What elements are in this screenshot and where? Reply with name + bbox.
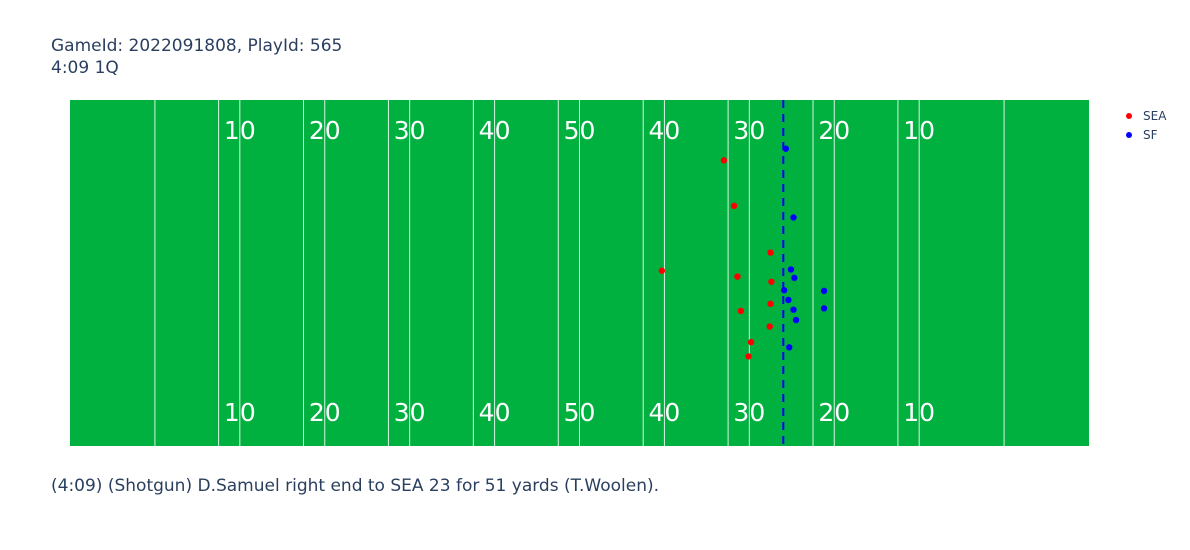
player-point-sf[interactable] — [787, 266, 795, 273]
legend-label: SF — [1143, 127, 1158, 142]
player-point-sea[interactable] — [745, 353, 752, 360]
legend-marker-icon — [1126, 131, 1132, 138]
yard-number-top: 20 — [818, 116, 850, 145]
legend-marker-icon — [1126, 112, 1132, 119]
yard-number-bottom: 10 — [224, 398, 256, 427]
yard-number-bottom: 10 — [903, 398, 935, 427]
legend[interactable]: SEA SF — [1120, 106, 1166, 144]
yard-number-top: 40 — [479, 116, 511, 145]
yard-number-bottom: 30 — [733, 398, 765, 427]
chart-title: GameId: 2022091808, PlayId: 565 4:09 1Q — [51, 35, 342, 79]
legend-item-sf[interactable]: SF — [1120, 125, 1166, 144]
yard-lines — [154, 100, 1005, 446]
player-point-sea[interactable] — [737, 307, 745, 315]
yard-number-top: 30 — [394, 116, 426, 145]
yard-number-top: 30 — [733, 116, 765, 145]
player-point-sf[interactable] — [792, 316, 800, 324]
player-point-sea[interactable] — [768, 278, 775, 285]
player-point-sf[interactable] — [785, 296, 792, 304]
player-point-sf[interactable] — [820, 287, 828, 295]
yard-number-bottom: 20 — [309, 398, 341, 427]
player-point-sea[interactable] — [730, 202, 738, 210]
yard-number-top: 40 — [649, 116, 681, 145]
player-points — [658, 145, 828, 360]
yard-number-bottom: 40 — [649, 398, 681, 427]
player-point-sea[interactable] — [766, 323, 773, 330]
player-point-sf[interactable] — [790, 214, 797, 221]
legend-label: SEA — [1143, 108, 1167, 123]
player-point-sea[interactable] — [658, 267, 666, 274]
legend-item-sea[interactable]: SEA — [1120, 106, 1166, 125]
player-point-sf[interactable] — [820, 305, 828, 312]
player-point-sea[interactable] — [767, 249, 774, 256]
player-point-sea[interactable] — [747, 338, 755, 346]
yard-number-bottom: 20 — [818, 398, 850, 427]
player-point-sea[interactable] — [720, 157, 728, 164]
title-game-play: GameId: 2022091808, PlayId: 565 — [51, 36, 343, 56]
play-description: (4:09) (Shotgun) D.Samuel right end to S… — [51, 476, 659, 496]
yard-number-bottom: 40 — [479, 398, 511, 427]
player-point-sf[interactable] — [786, 344, 793, 351]
player-point-sea[interactable] — [734, 273, 741, 280]
player-point-sf[interactable] — [791, 274, 798, 282]
yard-number-top: 10 — [903, 116, 935, 145]
player-point-sf[interactable] — [790, 306, 797, 313]
yard-number-bottom: 50 — [564, 398, 596, 427]
yard-number-top: 10 — [224, 116, 256, 145]
yard-number-top: 20 — [309, 116, 341, 145]
player-point-sea[interactable] — [767, 300, 774, 308]
yard-numbers: 10 10 20 20 30 30 40 40 50 50 40 40 30 30 20 20 10 10 — [224, 116, 935, 427]
title-clock-quarter: 4:09 1Q — [51, 58, 119, 78]
yard-number-bottom: 30 — [394, 398, 426, 427]
player-point-sf[interactable] — [780, 287, 788, 294]
yard-number-top: 50 — [564, 116, 596, 145]
player-point-sf[interactable] — [782, 145, 790, 152]
